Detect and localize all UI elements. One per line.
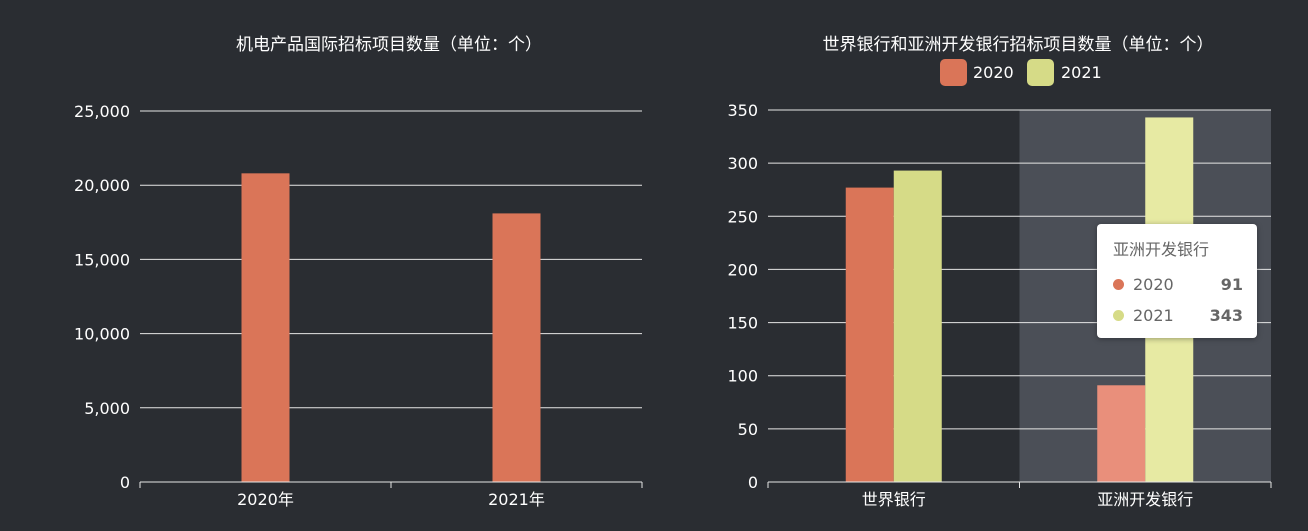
chart-1-y-axis-labels: 0 5,000 10,000 15,000 20,000 25,000 — [74, 102, 130, 492]
tooltip-row-2020: 2020 91 — [1113, 269, 1243, 300]
bar-2021-0 — [893, 170, 942, 482]
x-tick-label: 亚洲开发银行 — [1097, 490, 1193, 509]
y-tick-label: 0 — [748, 473, 758, 492]
chart-2-x-axis — [767, 481, 1272, 488]
bar-2020-0 — [845, 187, 894, 483]
chart-2-x-axis-labels: 世界银行 亚洲开发银行 — [862, 490, 1194, 509]
chart-1-x-axis-labels: 2020年 2021年 — [237, 490, 545, 509]
chart-1: 机电产品国际招标项目数量（单位：个） 0 5,000 10,000 15,000 20,… — [74, 35, 643, 509]
y-tick-label: 200 — [727, 260, 758, 279]
tooltip-series-name: 2021 — [1133, 306, 1174, 325]
x-tick-label: 2021年 — [488, 490, 545, 509]
chart-1-title: 机电产品国际招标项目数量（单位：个） — [236, 35, 542, 55]
bar-value-1 — [492, 213, 541, 482]
x-tick-label: 2020年 — [237, 490, 294, 509]
chart-2-title: 世界银行和亚洲开发银行招标项目数量（单位：个） — [823, 35, 1214, 55]
bar-value-0 — [241, 173, 290, 482]
tooltip-row-2021: 2021 343 — [1113, 300, 1243, 331]
chart-2-y-axis-labels: 0 50 100 150 200 250 300 350 — [727, 101, 758, 492]
y-tick-label: 10,000 — [74, 325, 130, 344]
y-tick-label: 15,000 — [74, 250, 130, 269]
tooltip-series-value: 343 — [1209, 306, 1243, 325]
tooltip-series-name: 2020 — [1133, 275, 1174, 294]
y-tick-label: 250 — [727, 207, 758, 226]
y-tick-label: 300 — [727, 154, 758, 173]
chart-1-bars — [241, 173, 541, 482]
tooltip-dot-icon — [1113, 310, 1124, 321]
chart-1-gridlines — [140, 110, 642, 409]
legend-label-2021[interactable]: 2021 — [1061, 63, 1102, 82]
chart-2-legend[interactable]: 2020 2021 — [940, 59, 1102, 86]
tooltip-title: 亚洲开发银行 — [1113, 240, 1210, 259]
chart-2-tooltip: 亚洲开发银行 2020 91 2021 343 — [1097, 224, 1257, 338]
tooltip-dot-icon — [1113, 279, 1124, 290]
y-tick-label: 350 — [727, 101, 758, 120]
legend-label-2020[interactable]: 2020 — [973, 63, 1014, 82]
x-tick-label: 世界银行 — [862, 490, 926, 509]
y-tick-label: 0 — [120, 473, 130, 492]
legend-swatch-2021[interactable] — [1027, 59, 1054, 86]
legend-swatch-2020[interactable] — [940, 59, 967, 86]
y-tick-label: 50 — [738, 420, 758, 439]
tooltip-series-value: 91 — [1220, 275, 1243, 294]
y-tick-label: 25,000 — [74, 102, 130, 121]
bar-2020-1 — [1097, 385, 1146, 482]
y-tick-label: 150 — [727, 314, 758, 333]
chart-2-bars — [845, 117, 1194, 483]
y-tick-label: 100 — [727, 367, 758, 386]
y-tick-label: 20,000 — [74, 176, 130, 195]
y-tick-label: 5,000 — [84, 399, 130, 418]
chart-1-x-axis — [139, 481, 643, 488]
